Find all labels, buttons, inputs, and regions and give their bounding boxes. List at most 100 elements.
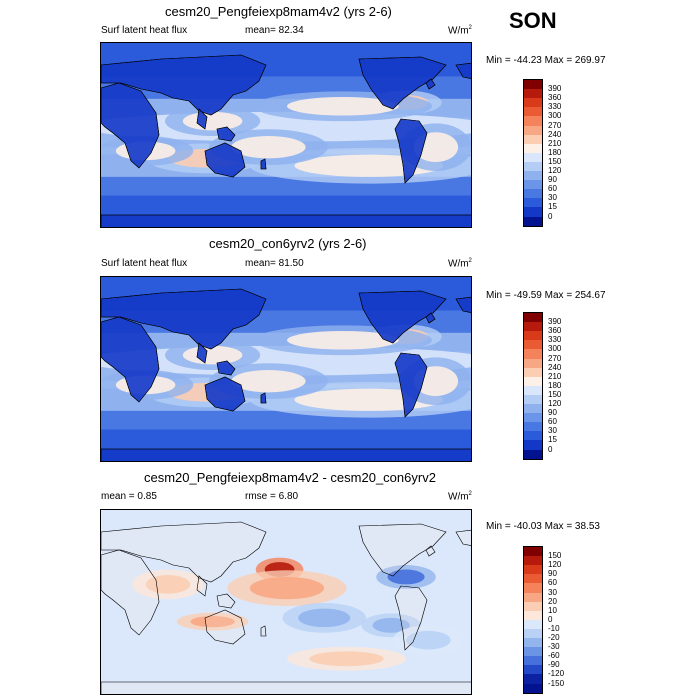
colorbar-swatch: [524, 638, 542, 648]
colorbar-swatch: [524, 358, 542, 368]
colorbar-tick-label: 0: [548, 444, 553, 454]
colorbar-swatch: [524, 422, 542, 432]
colorbar-tick-label: 390: [548, 317, 562, 327]
colorbar-swatch: [524, 440, 542, 450]
colorbar-tick-label: 270: [548, 120, 562, 130]
colorbar-tick-label: 30: [548, 193, 557, 203]
colorbar-tick-label: 0: [548, 614, 553, 624]
colorbar-swatch: [524, 683, 542, 693]
panel3-units: W/m2: [448, 491, 472, 503]
colorbar-swatch: [524, 394, 542, 405]
map-field: [101, 277, 471, 461]
colorbar-swatch: [524, 161, 542, 172]
panel1-minmax: Min = -44.23 Max = 269.97: [486, 55, 606, 66]
colorbar-swatch: [524, 565, 542, 575]
map-field: [101, 510, 471, 694]
map-field: [101, 43, 471, 227]
colorbar-tick-label: 300: [548, 344, 562, 354]
colorbar-tick-label: 300: [548, 111, 562, 121]
panel2-units: W/m2: [448, 258, 472, 270]
colorbar-swatch: [524, 207, 542, 217]
colorbar-swatch: [524, 610, 542, 621]
colorbar-swatch: [524, 449, 542, 459]
panel3-rmse: rmse = 6.80: [245, 491, 299, 502]
colorbar-swatch: [524, 116, 542, 126]
colorbar-tick-label: 60: [548, 578, 557, 588]
colorbar-tick-label: 240: [548, 362, 562, 372]
panel2-mean: mean= 81.50: [245, 258, 304, 269]
colorbar-swatch: [524, 198, 542, 208]
colorbar-tick-label: 30: [548, 587, 557, 597]
panel2-variable-label: Surf latent heat flux: [101, 258, 188, 269]
panel3-minmax: Min = -40.03 Max = 38.53: [486, 521, 600, 532]
panel2-minmax: Min = -49.59 Max = 254.67: [486, 290, 606, 301]
panel3-title: cesm20_Pengfeiexp8mam4v2 - cesm20_con6yr…: [144, 470, 436, 485]
colorbar-swatch: [524, 340, 542, 350]
colorbar-swatch: [524, 331, 542, 341]
colorbar-swatch: [524, 583, 542, 593]
colorbar-swatch: [524, 619, 542, 630]
colorbar-tick-label: 180: [548, 380, 562, 390]
colorbar-swatch: [524, 431, 542, 441]
panel3-map: [100, 509, 472, 695]
colorbar-tick-label: 30: [548, 426, 557, 436]
colorbar-tick-label: 150: [548, 389, 562, 399]
panel1-map: [100, 42, 472, 228]
colorbar-tick-label: 60: [548, 184, 557, 194]
colorbar-swatch: [524, 674, 542, 684]
colorbar-swatch: [524, 189, 542, 199]
colorbar-frame: [523, 79, 543, 227]
panel1-units: W/m2: [448, 25, 472, 37]
colorbar-tick-label: 390: [548, 84, 562, 94]
colorbar-tick-label: 360: [548, 93, 562, 103]
colorbar-swatch: [524, 89, 542, 99]
panel3-mean: mean = 0.85: [101, 491, 157, 502]
colorbar-tick-label: 90: [548, 175, 557, 185]
colorbar-swatch: [524, 404, 542, 414]
panel2-map: [100, 276, 472, 462]
colorbar-frame: [523, 312, 543, 460]
colorbar-swatch: [524, 313, 542, 323]
colorbar-swatch: [524, 171, 542, 181]
colorbar-swatch: [524, 349, 542, 359]
colorbar-swatch: [524, 152, 542, 163]
colorbar-tick-label: -150: [548, 678, 565, 688]
colorbar-tick-label: -60: [548, 651, 560, 661]
colorbar-swatch: [524, 592, 542, 602]
colorbar-swatch: [524, 413, 542, 423]
colorbar-swatch: [524, 98, 542, 108]
colorbar-tick-label: 360: [548, 326, 562, 336]
colorbar-tick-label: 180: [548, 147, 562, 157]
colorbar-tick-label: 90: [548, 408, 557, 418]
colorbar-swatch: [524, 385, 542, 396]
colorbar-swatch: [524, 107, 542, 117]
colorbar-tick-label: 330: [548, 102, 562, 112]
colorbar-swatch: [524, 547, 542, 557]
colorbar-tick-label: 15: [548, 435, 557, 445]
colorbar-tick-label: 120: [548, 399, 562, 408]
colorbar-tick-label: 270: [548, 353, 562, 363]
colorbar-tick-label: -30: [548, 642, 560, 652]
colorbar-tick-label: 120: [548, 560, 562, 570]
colorbar-swatch: [524, 134, 542, 144]
colorbar-tick-label: -10: [548, 623, 560, 633]
colorbar-tick-label: 150: [548, 156, 562, 166]
colorbar-tick-label: 60: [548, 417, 557, 427]
colorbar-swatch: [524, 556, 542, 566]
colorbar-tick-label: 0: [548, 211, 553, 221]
colorbar-swatch: [524, 367, 542, 377]
colorbar-swatch: [524, 322, 542, 332]
colorbar-swatch: [524, 80, 542, 90]
colorbar-tick-label: 120: [548, 166, 562, 175]
colorbar-tick-label: 210: [548, 138, 562, 148]
season-label: SON: [509, 8, 557, 33]
panel1-mean: mean= 82.34: [245, 25, 304, 36]
colorbar-tick-label: -120: [548, 669, 565, 679]
colorbar-tick-label: 20: [548, 596, 557, 606]
colorbar-swatch: [524, 665, 542, 675]
colorbar-swatch: [524, 656, 542, 666]
colorbar-tick-label: 150: [548, 551, 562, 561]
colorbar-tick-label: 240: [548, 129, 562, 139]
colorbar-tick-label: 15: [548, 202, 557, 212]
colorbar-tick-label: 330: [548, 335, 562, 345]
